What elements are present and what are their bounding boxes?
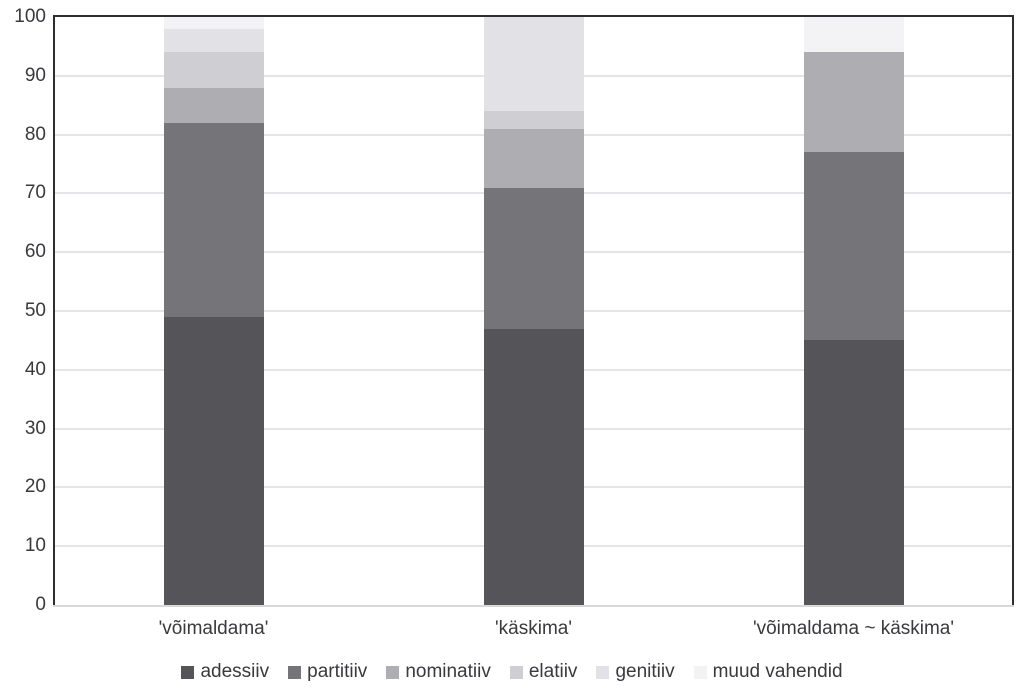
legend-item-elatiiv: elatiiv — [509, 661, 578, 683]
y-axis-tick-label: 80 — [24, 123, 46, 145]
legend-label: genitiiv — [615, 661, 675, 682]
legend-swatch-icon — [288, 665, 302, 679]
legend-swatch-icon — [596, 665, 610, 679]
bar-segment-nominatiiv — [483, 128, 584, 188]
legend-label: adessiiv — [200, 661, 270, 682]
y-axis-tick-label: 90 — [24, 64, 46, 86]
y-axis-tick-label: 50 — [24, 300, 46, 321]
legend-label: partitiiv — [307, 661, 368, 682]
bar-segment-adessiiv — [483, 328, 584, 605]
bar-segment-nominatiiv — [163, 87, 264, 123]
y-axis-tick-label: 40 — [24, 358, 46, 380]
legend-item-genitiiv: genitiiv — [596, 661, 675, 683]
legend-swatch-icon — [181, 665, 195, 679]
legend-label: elatiiv — [528, 661, 578, 682]
legend-swatch-icon — [693, 665, 707, 679]
bar-segment-partitiiv — [163, 122, 264, 317]
bar-segment-nominatiiv — [803, 52, 904, 153]
y-axis-tick-label: 30 — [24, 417, 46, 439]
y-axis-tick-label: 60 — [24, 241, 46, 263]
x-axis-category-label: 'võimaldama ~ käskima' — [752, 618, 955, 639]
legend-item-muud-vahendid: muud vahendid — [693, 661, 843, 683]
bar-segment-adessiiv — [803, 340, 904, 605]
bar-segment-adessiiv — [163, 316, 264, 605]
bar-segment-genitiiv — [163, 28, 264, 53]
legend-item-adessiiv: adessiiv — [181, 661, 269, 683]
bar-segment-partitiiv — [483, 187, 584, 329]
y-axis-tick-label: 100 — [14, 6, 46, 27]
bar-segment-elatiiv — [483, 111, 584, 129]
x-axis-category-label: 'käskima' — [495, 618, 572, 639]
y-axis-tick-label: 70 — [24, 182, 46, 204]
bar-segment-genitiiv — [483, 17, 584, 112]
x-axis-line — [53, 605, 1014, 607]
plot-area-frame — [53, 15, 1014, 607]
y-axis-tick-label: 10 — [24, 535, 46, 557]
legend-swatch-icon — [386, 665, 400, 679]
x-axis-category-label: 'võimaldama' — [158, 618, 269, 639]
legend-item-partitiiv: partitiiv — [288, 661, 367, 683]
bar-segment-muud-vahendid — [163, 17, 264, 29]
legend-label: muud vahendid — [712, 661, 843, 682]
legend-swatch-icon — [509, 665, 523, 679]
y-axis-tick-label: 0 — [35, 594, 46, 615]
bar-segment-muud-vahendid — [803, 17, 904, 53]
y-axis-tick-label: 20 — [24, 476, 46, 498]
legend-label: nominatiiv — [405, 661, 491, 682]
legend: adessiiv partitiiv nominatiiv elatiiv geniti… — [0, 659, 1024, 685]
bar-segment-partitiiv — [803, 152, 904, 341]
legend-item-nominatiiv: nominatiiv — [386, 661, 491, 683]
bar-segment-elatiiv — [163, 52, 264, 88]
